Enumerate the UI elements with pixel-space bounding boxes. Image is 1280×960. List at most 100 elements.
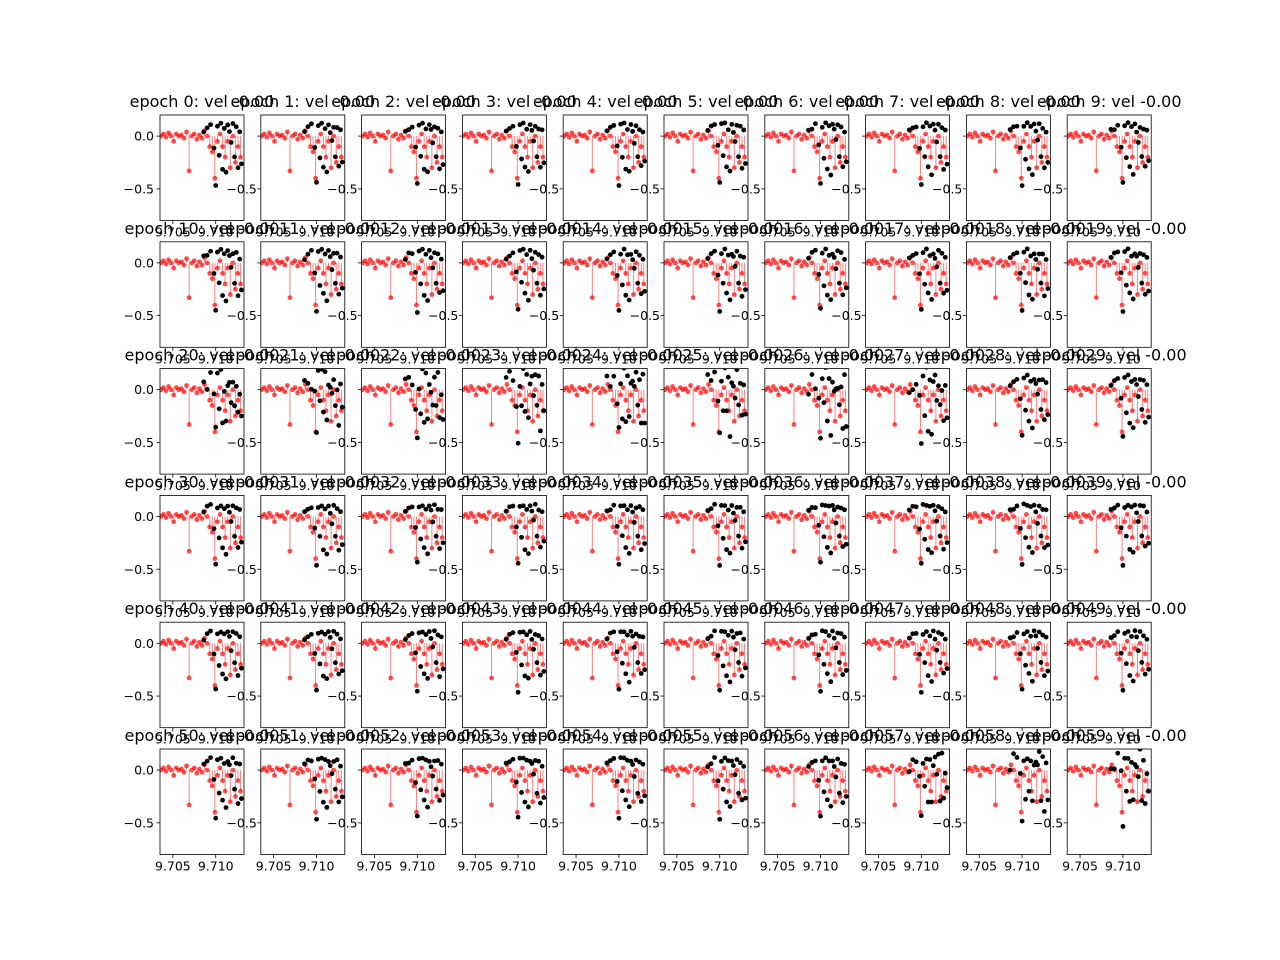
y-tick-label: −0.5 xyxy=(428,435,458,450)
model-point xyxy=(215,646,220,651)
observed-point xyxy=(929,172,934,178)
model-point xyxy=(620,385,626,390)
model-point xyxy=(287,548,293,554)
model-point xyxy=(1034,418,1040,424)
observed-point xyxy=(320,547,326,553)
model-point xyxy=(620,258,626,264)
model-point xyxy=(1132,519,1138,525)
model-point xyxy=(222,281,228,287)
model-point xyxy=(421,778,427,784)
y-tick-label: −0.5 xyxy=(124,435,154,450)
model-point xyxy=(918,556,923,562)
model-point xyxy=(835,260,841,266)
model-point xyxy=(1026,524,1032,530)
observed-point xyxy=(836,402,842,408)
model-point xyxy=(439,408,445,414)
model-point xyxy=(584,643,590,648)
x-tick-label: 9.705 xyxy=(861,225,897,240)
model-point xyxy=(791,548,797,554)
observed-point xyxy=(1024,246,1030,252)
model-point xyxy=(525,662,530,667)
observed-point xyxy=(722,120,728,126)
observed-point xyxy=(1035,645,1040,651)
observed-point xyxy=(327,763,333,769)
observed-point xyxy=(223,805,229,810)
observed-point xyxy=(831,126,837,132)
model-point xyxy=(615,683,621,688)
x-tick-label: 9.710 xyxy=(399,225,435,240)
model-point xyxy=(788,256,794,262)
model-point xyxy=(618,265,624,271)
model-point xyxy=(292,765,298,771)
observed-point xyxy=(633,249,639,255)
model-point xyxy=(636,667,642,673)
model-point xyxy=(496,517,502,523)
model-point xyxy=(988,643,993,648)
x-tick-label: 9.710 xyxy=(1105,605,1141,620)
model-point xyxy=(814,656,820,662)
model-point xyxy=(623,524,629,530)
model-point xyxy=(429,545,435,551)
model-point xyxy=(473,265,479,271)
observed-point xyxy=(1033,257,1039,262)
model-point xyxy=(941,144,946,150)
model-point xyxy=(724,397,729,403)
observed-point xyxy=(944,666,950,672)
observed-point xyxy=(425,675,430,681)
observed-point xyxy=(510,503,516,509)
model-point xyxy=(408,651,414,657)
subplot-title: epoch 48: vel -0.00 xyxy=(931,599,1086,618)
model-point xyxy=(1036,387,1042,393)
observed-point xyxy=(437,674,442,680)
model-point xyxy=(1129,154,1135,160)
model-point xyxy=(272,519,277,525)
observed-point xyxy=(823,120,829,126)
observed-point xyxy=(331,250,337,256)
model-point xyxy=(230,640,236,646)
observed-point xyxy=(621,629,627,635)
model-point xyxy=(869,261,874,267)
y-tick-label: −0.5 xyxy=(327,562,357,577)
model-point xyxy=(331,514,337,519)
observed-point xyxy=(630,128,636,134)
observed-point xyxy=(213,815,219,821)
observed-point xyxy=(1123,282,1129,288)
observed-point xyxy=(327,384,333,390)
model-point xyxy=(416,265,422,271)
model-point xyxy=(1039,286,1045,292)
model-point xyxy=(975,640,980,646)
model-point xyxy=(486,509,492,515)
model-point xyxy=(1078,392,1084,398)
observed-point xyxy=(527,381,533,387)
model-point xyxy=(905,516,910,522)
model-point xyxy=(625,408,631,414)
plot-area xyxy=(160,246,244,313)
observed-point xyxy=(924,629,929,635)
observed-point xyxy=(510,630,516,636)
model-point xyxy=(414,302,419,308)
model-point xyxy=(814,529,820,535)
observed-point xyxy=(732,139,738,144)
observed-point xyxy=(842,256,847,262)
model-point xyxy=(721,258,727,264)
observed-point xyxy=(312,145,318,150)
model-point xyxy=(421,651,427,657)
model-point xyxy=(731,672,737,678)
model-point xyxy=(520,258,525,264)
model-point xyxy=(737,667,742,673)
observed-point xyxy=(906,255,912,261)
model-point xyxy=(910,260,916,266)
model-point xyxy=(675,265,681,271)
model-point xyxy=(1117,529,1122,535)
model-point xyxy=(1044,154,1050,160)
model-point xyxy=(1006,643,1011,648)
model-point xyxy=(372,138,378,144)
model-point xyxy=(471,640,476,646)
observed-point xyxy=(237,634,243,640)
model-point xyxy=(310,403,316,408)
observed-point xyxy=(1045,160,1051,165)
